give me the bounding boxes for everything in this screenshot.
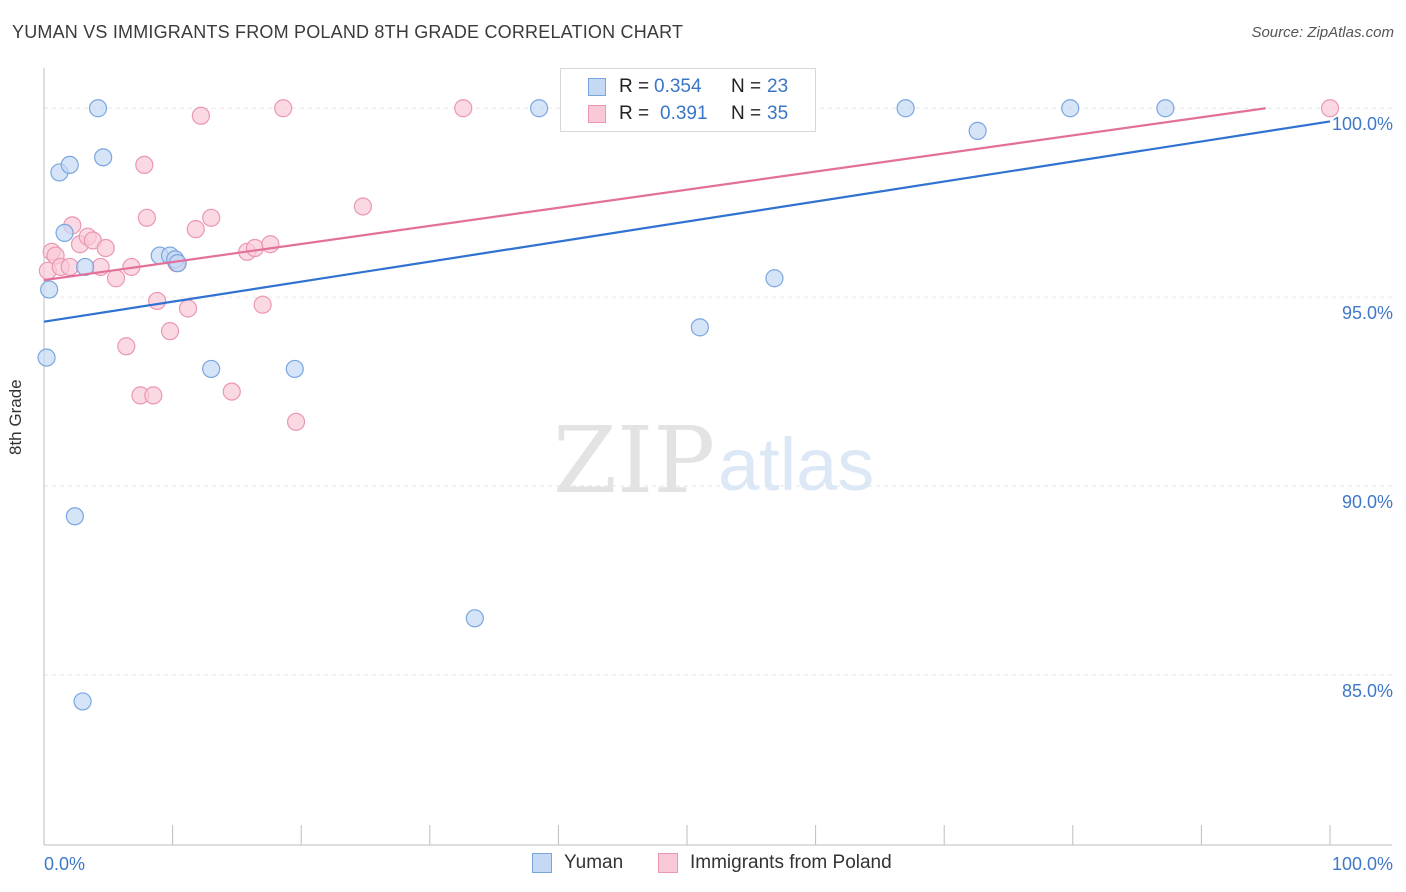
points-yuman (37, 99, 1175, 711)
n-label: N = (731, 103, 762, 124)
r-label: R = (619, 76, 650, 97)
trend-layer (43, 107, 1331, 323)
chart-title: YUMAN VS IMMIGRANTS FROM POLAND 8TH GRAD… (12, 22, 684, 42)
point-poland (274, 99, 293, 118)
point-poland (245, 238, 265, 258)
x-tick-label-min: 0.0% (44, 854, 85, 874)
point-poland (353, 197, 373, 216)
yuman-swatch (588, 78, 606, 96)
point-poland (253, 295, 272, 314)
point-poland (222, 382, 241, 401)
point-yuman (968, 121, 987, 140)
x-tick-label-max: 100.0% (1332, 854, 1393, 874)
r-label: R = (619, 103, 650, 124)
legend-swatch-yuman (532, 853, 552, 873)
point-yuman (65, 507, 84, 526)
y-tick-label: 95.0% (1342, 303, 1393, 323)
point-yuman (765, 269, 784, 288)
point-yuman (896, 99, 915, 118)
source-label: Source: ZipAtlas.com (1251, 24, 1394, 41)
point-poland (1320, 99, 1340, 118)
y-tick-label: 85.0% (1342, 681, 1393, 701)
point-poland (178, 299, 198, 318)
point-poland (191, 106, 210, 125)
trendline-yuman (43, 120, 1331, 323)
point-poland (186, 220, 205, 239)
point-poland (106, 269, 126, 288)
y-tick-label: 90.0% (1342, 492, 1393, 512)
tick-label-layer: 85.0% 90.0% 95.0% 100.0% 0.0% 100.0% (44, 114, 1393, 874)
yuman-n-value: 23 (767, 76, 789, 97)
grid-layer (44, 107, 1392, 676)
point-yuman (285, 359, 304, 379)
point-poland (148, 291, 167, 311)
stats-legend-row-poland: R = 0.391 N = 35 (561, 100, 815, 128)
point-yuman (88, 99, 108, 118)
poland-r-value: 0.391 (660, 103, 708, 124)
yuman-r-value: 0.354 (654, 76, 702, 97)
point-poland (144, 386, 163, 405)
legend-label-poland: Immigrants from Poland (690, 852, 892, 873)
watermark-atlas: atlas (718, 423, 874, 506)
point-poland (96, 238, 115, 258)
stats-legend: R = 0.354 N = 23 R = 0.391 N = 35 (560, 68, 816, 132)
point-poland (60, 257, 79, 277)
point-yuman (530, 99, 549, 118)
point-yuman (55, 223, 74, 243)
point-poland (454, 99, 473, 118)
n-label: N = (731, 76, 762, 97)
point-yuman (40, 280, 59, 299)
point-yuman (94, 148, 113, 167)
point-poland (286, 412, 306, 431)
point-yuman (1061, 99, 1080, 118)
legend-swatch-poland (658, 853, 678, 873)
point-yuman (73, 692, 92, 711)
axis-layer (43, 68, 1392, 846)
point-poland (117, 337, 136, 356)
point-yuman (1156, 99, 1175, 118)
point-poland (160, 322, 180, 341)
point-poland (202, 208, 221, 227)
poland-swatch (588, 105, 606, 123)
stats-legend-row-yuman: R = 0.354 N = 23 (561, 73, 815, 101)
points-immigrants-from-poland (38, 99, 1340, 431)
watermark-zip: ZIP (553, 407, 715, 514)
point-yuman (37, 348, 56, 367)
point-yuman (202, 359, 221, 379)
point-yuman (465, 609, 484, 628)
point-poland (135, 155, 154, 175)
watermark-layer: ZIP atlas (553, 407, 874, 514)
point-yuman (690, 318, 709, 337)
point-poland (137, 208, 156, 227)
legend-label-yuman: Yuman (564, 852, 624, 873)
y-axis-label: 8th Grade (6, 379, 25, 455)
y-tick-label: 100.0% (1332, 114, 1393, 134)
poland-n-value: 35 (767, 103, 789, 124)
point-yuman (60, 155, 79, 175)
trendline-poland (43, 107, 1266, 282)
